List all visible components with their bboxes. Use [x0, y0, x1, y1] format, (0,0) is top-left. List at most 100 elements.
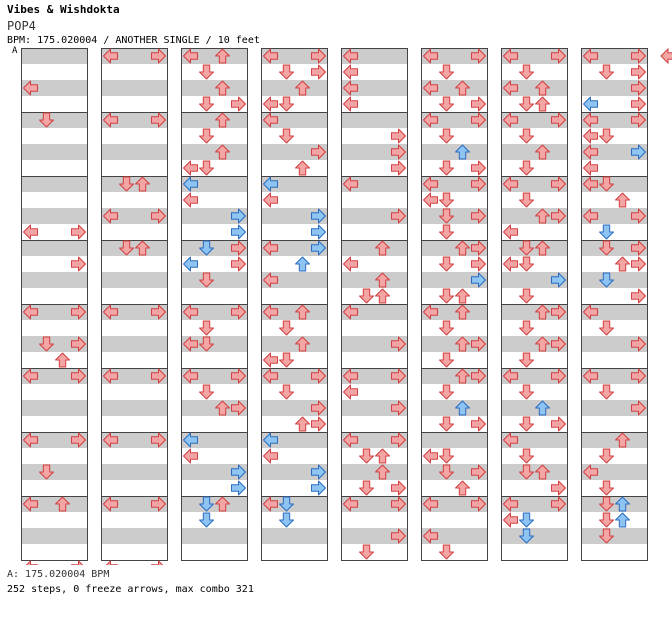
up-arrow-icon: [295, 80, 310, 96]
beat-stripe: [421, 144, 488, 160]
right-arrow-icon: [551, 480, 566, 496]
beat-stripe: [341, 80, 408, 96]
left-arrow-icon: [183, 48, 198, 64]
beat-stripe: [261, 240, 328, 256]
left-arrow-icon: [103, 432, 118, 448]
right-arrow-icon: [231, 96, 246, 112]
left-arrow-icon: [263, 272, 278, 288]
left-arrow-icon: [423, 48, 438, 64]
right-arrow-icon: [151, 560, 166, 565]
right-arrow-icon: [71, 368, 86, 384]
up-arrow-icon: [215, 112, 230, 128]
right-arrow-icon: [471, 48, 486, 64]
left-arrow-icon: [660, 47, 672, 65]
beat-stripe: [501, 176, 568, 192]
beat-stripe: [341, 400, 408, 416]
down-arrow-icon: [199, 64, 214, 80]
column-border: [341, 48, 408, 561]
down-arrow-icon: [519, 192, 534, 208]
footer-bpm: A: 175.020004 BPM: [7, 569, 110, 580]
step-chart: [21, 47, 672, 565]
beat-stripe: [21, 272, 88, 288]
beat-stripe: [101, 176, 168, 192]
beat-stripe: [101, 144, 168, 160]
down-arrow-icon: [439, 64, 454, 80]
up-arrow-icon: [535, 464, 550, 480]
right-arrow-icon: [391, 144, 406, 160]
up-arrow-icon: [215, 144, 230, 160]
beat-stripe: [261, 112, 328, 128]
left-arrow-icon: [183, 448, 198, 464]
down-arrow-icon: [279, 512, 294, 528]
left-arrow-icon: [503, 48, 518, 64]
beat-stripe: [181, 368, 248, 384]
left-arrow-icon: [583, 96, 598, 112]
left-arrow-icon: [423, 496, 438, 512]
right-arrow-icon: [631, 112, 646, 128]
down-arrow-icon: [439, 544, 454, 560]
beat-stripe: [261, 432, 328, 448]
beat-stripe: [261, 400, 328, 416]
beat-stripe: [581, 304, 648, 320]
down-arrow-icon: [439, 256, 454, 272]
right-arrow-icon: [231, 256, 246, 272]
left-arrow-icon: [583, 208, 598, 224]
down-arrow-icon: [519, 96, 534, 112]
right-arrow-icon: [631, 48, 646, 64]
right-arrow-icon: [471, 160, 486, 176]
left-arrow-icon: [343, 48, 358, 64]
beat-stripe: [181, 176, 248, 192]
up-arrow-icon: [535, 400, 550, 416]
left-arrow-icon: [343, 64, 358, 80]
beat-stripe: [501, 272, 568, 288]
footer-steps: 252 steps, 0 freeze arrows, max combo 32…: [7, 584, 254, 595]
left-arrow-icon: [423, 528, 438, 544]
beat-stripe: [341, 112, 408, 128]
left-arrow-icon: [503, 112, 518, 128]
down-arrow-icon: [439, 224, 454, 240]
left-arrow-icon: [503, 256, 518, 272]
beat-stripe: [501, 144, 568, 160]
down-arrow-icon: [439, 288, 454, 304]
down-arrow-icon: [199, 128, 214, 144]
beat-stripe: [581, 432, 648, 448]
right-arrow-icon: [631, 400, 646, 416]
beat-stripe: [101, 528, 168, 544]
down-arrow-icon: [439, 208, 454, 224]
left-arrow-icon: [423, 304, 438, 320]
left-arrow-icon: [263, 112, 278, 128]
left-arrow-icon: [183, 432, 198, 448]
beat-stripe: [341, 496, 408, 512]
beat-stripe: [501, 432, 568, 448]
left-arrow-icon: [183, 192, 198, 208]
chart-column: [501, 48, 568, 561]
right-arrow-icon: [151, 496, 166, 512]
up-arrow-icon: [455, 304, 470, 320]
beat-stripe: [21, 528, 88, 544]
right-arrow-icon: [151, 208, 166, 224]
up-arrow-icon: [295, 160, 310, 176]
beat-stripe: [21, 304, 88, 320]
beat-stripe: [581, 336, 648, 352]
left-arrow-icon: [263, 240, 278, 256]
beat-stripe: [421, 304, 488, 320]
beat-stripe: [581, 48, 648, 64]
beat-stripe: [421, 208, 488, 224]
down-arrow-icon: [279, 352, 294, 368]
up-arrow-icon: [295, 336, 310, 352]
down-arrow-icon: [439, 384, 454, 400]
right-arrow-icon: [471, 336, 486, 352]
column-border: [261, 48, 328, 561]
down-arrow-icon: [439, 160, 454, 176]
up-arrow-icon: [215, 496, 230, 512]
right-arrow-icon: [471, 368, 486, 384]
beat-stripe: [21, 80, 88, 96]
right-arrow-icon: [151, 48, 166, 64]
down-arrow-icon: [519, 448, 534, 464]
beat-stripe: [581, 176, 648, 192]
beat-stripe: [261, 464, 328, 480]
right-arrow-icon: [311, 240, 326, 256]
beat-stripe: [501, 304, 568, 320]
up-arrow-icon: [615, 512, 630, 528]
up-arrow-icon: [215, 48, 230, 64]
